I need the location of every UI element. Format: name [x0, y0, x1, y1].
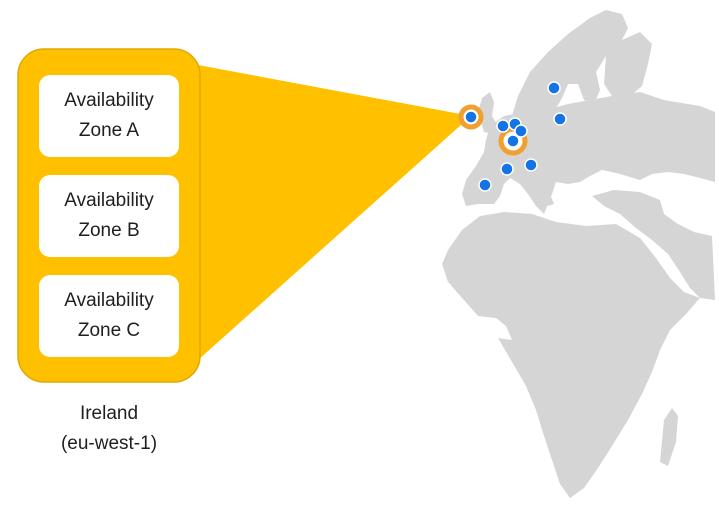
- availability-zone-a: Availability Zone A: [39, 75, 179, 157]
- region-caption: Ireland (eu-west-1): [18, 399, 200, 459]
- availability-zone-b: Availability Zone B: [39, 175, 179, 257]
- location-dot-frankfurt: [506, 134, 520, 148]
- region-callout-wedge: [198, 65, 471, 360]
- region-name: Ireland: [79, 403, 139, 424]
- region-markers: [458, 81, 567, 192]
- availability-zone-c-label: Availability Zone C: [64, 290, 154, 341]
- availability-zone-a-label: Availability Zone A: [64, 90, 154, 141]
- europe-africa-map: [442, 10, 715, 498]
- location-dot: [524, 158, 538, 172]
- availability-zone-b-label: Availability Zone B: [64, 190, 154, 241]
- availability-zone-c: Availability Zone C: [39, 275, 179, 357]
- location-dot: [500, 162, 514, 176]
- location-dot: [514, 124, 528, 138]
- location-dot-ireland: [464, 110, 478, 124]
- location-dot: [496, 119, 510, 133]
- location-dot: [547, 81, 561, 95]
- location-dot: [553, 112, 567, 126]
- region-code: (eu-west-1): [60, 433, 158, 454]
- location-dot: [478, 178, 492, 192]
